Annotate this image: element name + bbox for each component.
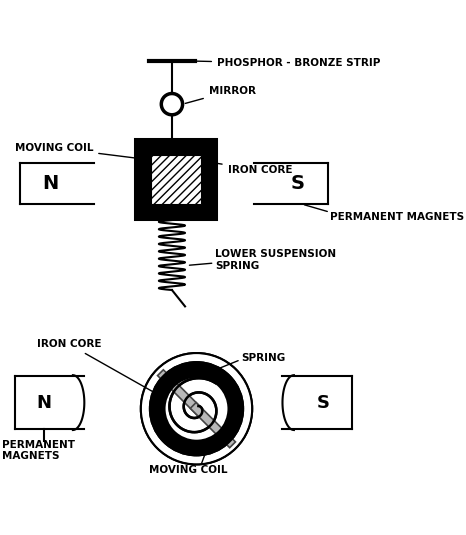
Bar: [151, 155, 200, 204]
Text: IRON CORE: IRON CORE: [37, 339, 159, 395]
Text: SPRING: SPRING: [241, 353, 286, 363]
Text: S: S: [291, 174, 305, 193]
Text: PERMANENT MAGNETS: PERMANENT MAGNETS: [330, 212, 464, 222]
Text: MIRROR: MIRROR: [185, 86, 256, 103]
Bar: [143, 147, 209, 212]
Circle shape: [142, 354, 251, 464]
Circle shape: [163, 375, 230, 442]
Text: S: S: [316, 394, 329, 411]
Text: PERMANENT
MAGNETS: PERMANENT MAGNETS: [2, 440, 75, 462]
Text: IRON CORE: IRON CORE: [207, 162, 292, 175]
Text: LOWER SUSPENSION
SPRING: LOWER SUSPENSION SPRING: [215, 249, 336, 271]
Text: N: N: [42, 174, 58, 193]
Text: MOVING COIL: MOVING COIL: [15, 143, 141, 159]
Polygon shape: [158, 370, 203, 415]
Text: MOVING COIL: MOVING COIL: [149, 465, 227, 475]
Circle shape: [159, 371, 234, 446]
Bar: [143, 147, 209, 212]
Polygon shape: [190, 402, 235, 448]
Text: N: N: [36, 394, 51, 411]
Text: PHOSPHOR - BRONZE STRIP: PHOSPHOR - BRONZE STRIP: [183, 58, 380, 68]
